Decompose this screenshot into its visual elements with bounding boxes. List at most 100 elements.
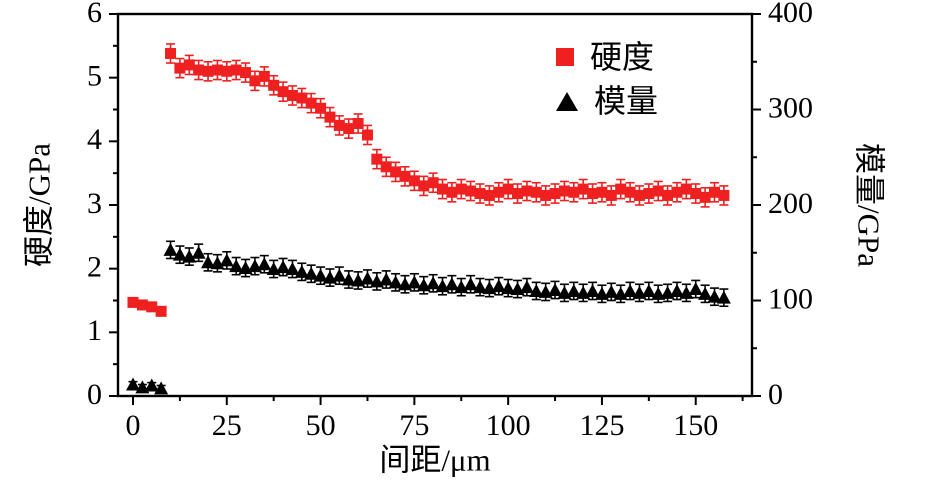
data-point-square — [230, 64, 242, 76]
data-point-triangle — [707, 289, 722, 303]
data-point-triangle — [126, 377, 141, 391]
data-point-square — [605, 189, 617, 201]
data-point-square — [136, 299, 148, 311]
data-point-triangle — [529, 283, 544, 297]
data-point-triangle — [623, 283, 638, 297]
data-point-square — [437, 183, 449, 195]
data-point-triangle — [641, 283, 656, 297]
data-point-triangle — [501, 281, 516, 295]
tick-label: 100 — [486, 409, 531, 442]
data-point-triangle — [548, 282, 563, 296]
data-point-square — [587, 188, 599, 200]
data-point-square — [699, 191, 711, 203]
data-point-square — [624, 186, 636, 198]
data-point-square — [671, 186, 683, 198]
data-point-square — [502, 183, 514, 195]
data-point-square — [558, 185, 570, 197]
data-point-triangle — [294, 264, 309, 278]
data-point-square — [127, 296, 139, 308]
tick-label: 3 — [87, 187, 102, 220]
data-point-triangle — [604, 284, 619, 298]
data-point-square — [183, 59, 195, 71]
y-axis-label-right: 模量/GPa — [851, 143, 887, 267]
data-point-triangle — [360, 271, 375, 285]
data-point-triangle — [407, 275, 422, 289]
data-point-square — [155, 305, 167, 317]
data-point-square — [418, 180, 430, 192]
data-point-triangle — [154, 381, 169, 395]
data-point-triangle — [426, 276, 441, 290]
data-point-square — [568, 186, 580, 198]
data-point-triangle — [257, 257, 272, 271]
data-point-square — [427, 177, 439, 189]
data-point-triangle — [313, 268, 328, 282]
tick-label: 300 — [768, 91, 813, 124]
data-point-triangle — [163, 242, 178, 256]
data-point-triangle — [276, 260, 291, 274]
tick-label: 25 — [212, 409, 242, 442]
data-point-square — [577, 183, 589, 195]
data-point-triangle — [229, 259, 244, 273]
data-point-square — [512, 188, 524, 200]
tick-label: 150 — [673, 409, 718, 442]
tick-label: 1 — [87, 314, 102, 347]
data-point-triangle — [172, 247, 187, 261]
data-point-square — [408, 175, 420, 187]
data-point-square — [596, 186, 608, 198]
tick-label: 0 — [768, 378, 783, 411]
data-point-square — [324, 111, 336, 123]
tick-label: 5 — [87, 60, 102, 93]
legend-label-modulus: 模量 — [594, 83, 659, 119]
data-point-triangle — [144, 378, 159, 392]
data-point-triangle — [388, 275, 403, 289]
data-point-triangle — [716, 290, 731, 304]
data-point-triangle — [519, 280, 534, 294]
series-triangle — [126, 240, 731, 395]
data-point-square — [465, 185, 477, 197]
data-point-triangle — [585, 283, 600, 297]
data-point-square — [718, 189, 730, 201]
data-point-triangle — [201, 255, 216, 269]
hardness-square-icon — [556, 48, 574, 66]
data-point-square — [146, 301, 158, 313]
y-axis-label-left: 硬度/GPa — [21, 143, 57, 267]
data-point-triangle — [341, 272, 356, 286]
data-point-square — [446, 186, 458, 198]
data-point-square — [662, 189, 674, 201]
data-point-triangle — [444, 277, 459, 291]
data-point-square — [530, 186, 542, 198]
data-point-square — [390, 166, 402, 178]
data-point-triangle — [219, 253, 234, 267]
data-point-square — [540, 189, 552, 201]
data-point-square — [286, 89, 298, 101]
tick-label: 0 — [87, 378, 102, 411]
data-point-square — [202, 65, 214, 77]
data-point-triangle — [463, 277, 478, 291]
legend-label-hardness: 硬度 — [590, 39, 655, 75]
data-point-square — [615, 183, 627, 195]
tick-label: 0 — [126, 409, 141, 442]
data-point-square — [333, 119, 345, 131]
data-point-triangle — [679, 285, 694, 299]
data-point-square — [680, 183, 692, 195]
data-point-square — [268, 79, 280, 91]
data-point-square — [643, 188, 655, 200]
data-point-triangle — [332, 268, 347, 282]
data-point-square — [221, 65, 233, 77]
data-point-square — [240, 67, 252, 79]
legend-item-hardness: 硬度 — [556, 38, 658, 76]
tick-label: 125 — [579, 409, 624, 442]
data-point-square — [305, 97, 317, 109]
data-point-square — [455, 183, 467, 195]
data-point-square — [708, 186, 720, 198]
data-point-square — [380, 161, 392, 173]
tick-label: 4 — [87, 123, 102, 156]
data-point-square — [174, 62, 186, 74]
data-point-triangle — [182, 249, 197, 263]
data-point-triangle — [304, 266, 319, 280]
data-point-square — [690, 188, 702, 200]
data-point-square — [193, 64, 205, 76]
data-point-square — [277, 86, 289, 98]
data-point-square — [399, 170, 411, 182]
